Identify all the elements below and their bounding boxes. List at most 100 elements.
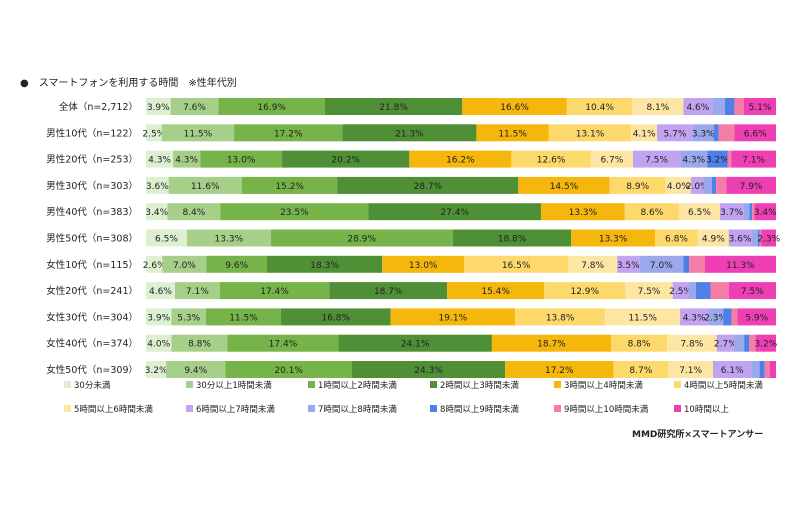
data-label: 5.7% xyxy=(664,129,687,139)
data-label: 8.1% xyxy=(646,103,669,113)
data-label: 18.8% xyxy=(498,235,527,245)
bar-segment xyxy=(704,255,776,273)
data-label: 20.1% xyxy=(274,366,303,376)
data-label: 7.9% xyxy=(740,182,763,192)
data-label: 4.0% xyxy=(147,340,170,350)
bar-segment xyxy=(688,282,696,300)
bar-segment xyxy=(692,124,714,142)
data-label: 2.3% xyxy=(704,313,727,323)
bar-segment xyxy=(723,308,732,326)
data-label: 2.0% xyxy=(686,182,709,192)
bar-segment xyxy=(655,229,698,247)
data-label: 4.9% xyxy=(702,235,725,245)
legend-label: 10時間以上 xyxy=(684,405,729,415)
bar-segment xyxy=(219,282,330,300)
bar-segment xyxy=(707,150,728,168)
legend-label: 7時間以上8時間未満 xyxy=(318,404,397,415)
bar-segment xyxy=(716,334,734,352)
data-label: 28.9% xyxy=(347,235,376,245)
data-label: 3.6% xyxy=(729,235,752,245)
data-label: 6.1% xyxy=(721,366,744,376)
data-label: 14.5% xyxy=(550,182,579,192)
legend-label: 8時間以上9時間未満 xyxy=(440,404,519,415)
bar-segment xyxy=(171,308,206,326)
bar-segment xyxy=(146,255,163,273)
data-label: 9.4% xyxy=(184,366,207,376)
bar-segment xyxy=(703,176,712,194)
bar-segment xyxy=(731,308,738,326)
bar-segment xyxy=(168,176,242,194)
legend-swatch xyxy=(430,405,437,412)
data-label: 7.5% xyxy=(741,287,764,297)
category-label: 女性40代（n=374） xyxy=(46,338,138,350)
bar-segment xyxy=(324,98,463,115)
bar-segment xyxy=(146,176,169,194)
legend-label: 4時間以上5時間未満 xyxy=(684,380,763,391)
data-label: 4.6% xyxy=(149,287,172,297)
data-label: 13.8% xyxy=(546,313,575,323)
data-label: 3.2% xyxy=(145,366,168,376)
data-label: 2.7% xyxy=(714,340,737,350)
data-label: 6.5% xyxy=(155,235,178,245)
data-label: 8.4% xyxy=(182,208,205,218)
bar-segment xyxy=(751,361,760,378)
bar-segment xyxy=(266,255,383,273)
bar-segment xyxy=(281,308,391,326)
data-label: 7.1% xyxy=(186,287,209,297)
data-label: 13.3% xyxy=(599,235,628,245)
legend-swatch xyxy=(554,405,561,412)
source-credit: MMD研究所×スマートアンサー xyxy=(632,430,764,440)
bar-segment xyxy=(173,150,201,168)
data-label: 24.3% xyxy=(414,366,443,376)
bar-segment xyxy=(711,176,717,194)
bar-segment xyxy=(752,203,755,221)
data-label: 2.3% xyxy=(757,235,780,245)
data-label: 4.3% xyxy=(682,156,705,166)
legend-label: 6時間以上7時間未満 xyxy=(196,404,275,415)
bar-segment xyxy=(342,124,477,142)
data-label: 6.6% xyxy=(744,129,767,139)
category-label: 女性10代（n=115） xyxy=(46,259,138,271)
bar-segment xyxy=(220,203,369,221)
bar-segment xyxy=(146,98,171,115)
bar-segment xyxy=(657,124,693,142)
bar-segment xyxy=(218,98,325,115)
bar-segment xyxy=(511,150,591,168)
data-label: 3.3% xyxy=(692,129,715,139)
bar-segment xyxy=(515,308,606,326)
bar-segment xyxy=(769,361,776,378)
bar-segment xyxy=(146,229,187,247)
bar-segment xyxy=(352,361,506,378)
bar-segment xyxy=(544,282,626,300)
bar-segment xyxy=(690,176,704,194)
data-label: 13.3% xyxy=(569,208,598,218)
bar-segment xyxy=(631,124,658,142)
bar-segment xyxy=(166,361,226,378)
data-label: 11.5% xyxy=(229,313,258,323)
data-label: 24.1% xyxy=(401,340,430,350)
bar-segment xyxy=(712,98,725,115)
category-label: 全体（n=2,712） xyxy=(59,101,138,113)
data-label: 6.5% xyxy=(688,208,711,218)
bar-segment xyxy=(668,361,713,378)
data-label: 11.5% xyxy=(628,313,657,323)
bar-segment xyxy=(462,98,567,115)
data-label: 18.7% xyxy=(374,287,403,297)
data-label: 19.1% xyxy=(439,313,468,323)
bar-segment xyxy=(452,229,572,247)
bar-segment xyxy=(146,282,175,300)
bar-segment xyxy=(731,150,776,168)
bar-segment xyxy=(718,124,735,142)
data-label: 17.4% xyxy=(269,340,298,350)
data-label: 27.4% xyxy=(440,208,469,218)
bar-segment xyxy=(491,334,612,352)
bar-segment xyxy=(749,203,753,221)
data-label: 23.5% xyxy=(280,208,309,218)
bar-segment xyxy=(734,124,776,142)
bar-segment xyxy=(146,203,168,221)
bar-segment xyxy=(716,176,727,194)
bar-segment xyxy=(548,124,632,142)
legend-swatch xyxy=(308,381,315,388)
data-label: 7.0% xyxy=(173,261,196,271)
legend-label: 3時間以上4時間未満 xyxy=(564,380,643,391)
